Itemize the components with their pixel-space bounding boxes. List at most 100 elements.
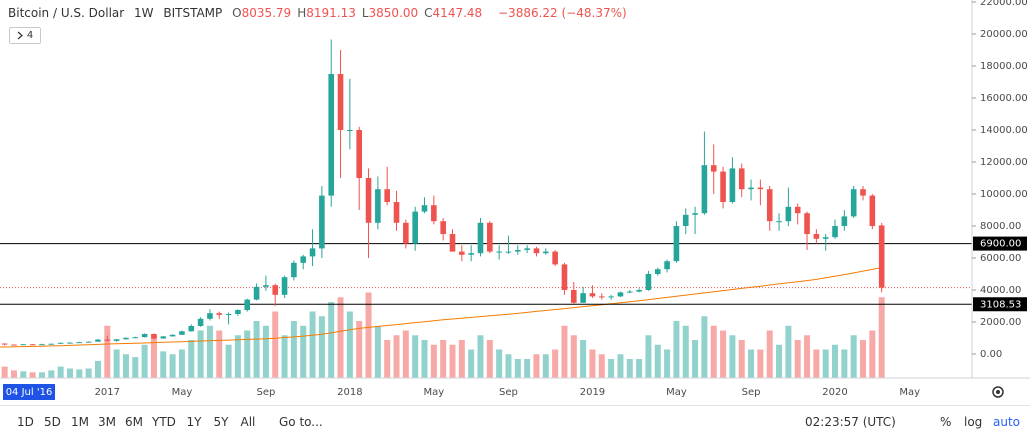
volume-bar	[673, 321, 680, 378]
candle-body	[524, 248, 530, 250]
candle-body	[720, 171, 726, 202]
candle-body	[645, 274, 652, 290]
volume-bar	[841, 349, 848, 378]
candle-body	[20, 344, 27, 346]
candle-body	[216, 313, 223, 315]
candle-body	[375, 189, 381, 223]
volume-bar	[552, 349, 559, 378]
goto-button[interactable]: Go to...	[279, 415, 323, 429]
candle-body	[113, 339, 120, 341]
candle-body	[263, 285, 269, 287]
legend: Bitcoin / U.S. Dollar 1W BITSTAMP O8035.…	[8, 6, 633, 20]
x-tick-label: Sep	[742, 387, 761, 398]
volume-bar	[636, 359, 643, 378]
candle-body	[253, 286, 260, 300]
candle-body	[832, 226, 838, 238]
volume-bar	[132, 357, 139, 378]
volume-bar	[421, 340, 428, 378]
scale-button[interactable]: auto	[993, 415, 1021, 429]
volume-bar	[477, 335, 484, 378]
candle-body	[869, 195, 876, 226]
volume-bar	[598, 354, 605, 378]
volume-bar	[654, 344, 661, 378]
candle-body	[57, 342, 64, 344]
candle-body	[328, 74, 335, 196]
candle-body	[169, 334, 176, 337]
candle-body	[505, 251, 512, 253]
y-tick-label: 10000.00	[980, 189, 1028, 200]
y-tick-label: 14000.00	[980, 125, 1028, 136]
range-button[interactable]: YTD	[152, 415, 176, 429]
range-button[interactable]: 5D	[44, 415, 61, 429]
volume-bar	[440, 340, 447, 378]
candle-body	[309, 248, 316, 257]
x-tick-label: 2020	[822, 387, 847, 398]
x-tick-label: 04 Jul '16	[6, 387, 53, 398]
candle-body	[300, 256, 307, 263]
volume-bar	[234, 335, 241, 378]
range-button[interactable]: All	[240, 415, 256, 429]
candle-body	[39, 344, 45, 346]
ohlc-values: O8035.79 H8191.13 L3850.00 C4147.48	[232, 6, 488, 20]
volume-bar	[832, 344, 839, 378]
volume-bar	[66, 368, 73, 378]
candle-body	[141, 334, 148, 338]
x-tick-label: May	[899, 387, 920, 398]
volume-bar	[664, 349, 671, 378]
y-tick-label: 0.00	[980, 349, 1002, 360]
clock: 02:23:57 (UTC)	[805, 415, 896, 429]
scale-button[interactable]: %	[940, 415, 952, 429]
exchange: BITSTAMP	[163, 6, 223, 20]
volume-bar	[169, 354, 176, 378]
candle-body	[692, 213, 698, 215]
volume-bar	[328, 302, 335, 378]
range-button[interactable]: 6M	[125, 415, 143, 429]
volume-bar	[561, 325, 568, 378]
candle-body	[48, 343, 55, 345]
volume-bar	[692, 340, 699, 378]
volume-bar	[76, 369, 83, 378]
x-tick-label: May	[172, 387, 193, 398]
candle-body	[580, 293, 586, 303]
candle-body	[132, 337, 139, 339]
y-tick-label: 12000.00	[980, 157, 1028, 168]
volume-bar	[748, 349, 755, 378]
candle-body	[664, 261, 670, 270]
volume-bar	[356, 321, 363, 378]
candle-body	[151, 334, 157, 339]
symbol: Bitcoin / U.S. Dollar	[8, 6, 125, 20]
range-button[interactable]: 1Y	[186, 415, 202, 429]
candle-body	[1, 343, 8, 345]
candle-body	[421, 205, 428, 212]
x-tick-label: May	[423, 387, 444, 398]
candle-body	[449, 234, 456, 252]
candle-body	[860, 189, 866, 196]
range-button[interactable]: 1M	[71, 415, 89, 429]
volume-bar	[430, 344, 437, 378]
candle-body	[589, 293, 596, 297]
volume-bar	[48, 370, 55, 378]
candle-body	[766, 189, 773, 222]
volume-bar	[20, 371, 27, 378]
range-button[interactable]: 3M	[98, 415, 116, 429]
candle-body	[225, 314, 232, 315]
candle-body	[244, 299, 251, 310]
indicator-toggle[interactable]: 4	[9, 27, 41, 44]
candle-body	[636, 290, 642, 292]
volume-bar	[188, 340, 195, 378]
volume-bar	[253, 321, 260, 378]
y-tick-label: 2000.00	[980, 317, 1021, 328]
gear	[992, 386, 1004, 398]
volume-bar	[104, 325, 111, 378]
candle-body	[738, 168, 745, 190]
settings-icon[interactable]	[992, 386, 1004, 398]
candle-body	[291, 262, 297, 278]
candle-body	[188, 326, 195, 332]
volume-bar	[804, 335, 811, 378]
chart: 0.00 2000.00 4000.00 6000.00 8000.00 10000.00…	[0, 0, 1030, 400]
scale-button[interactable]: log	[964, 415, 983, 429]
volume-bar	[869, 330, 876, 378]
range-button[interactable]: 5Y	[213, 415, 229, 429]
candle-body	[477, 222, 484, 254]
range-button[interactable]: 1D	[17, 415, 34, 429]
